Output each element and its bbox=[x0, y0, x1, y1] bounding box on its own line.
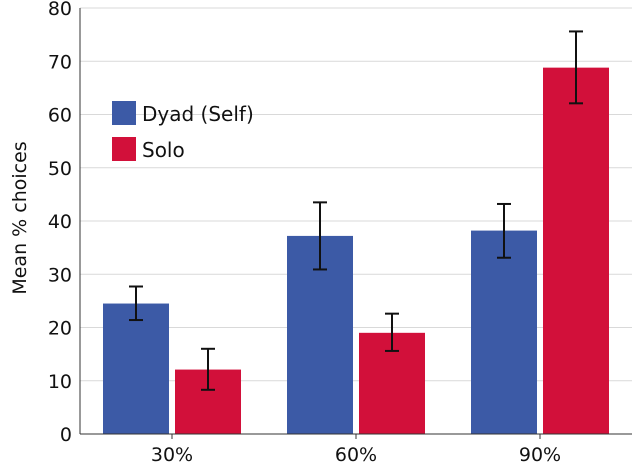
y-tick-label: 50 bbox=[48, 158, 72, 180]
y-tick-label: 20 bbox=[48, 318, 72, 340]
x-tick-label: 90% bbox=[519, 444, 561, 466]
bar bbox=[103, 303, 169, 434]
y-tick-label: 0 bbox=[60, 424, 72, 446]
y-tick-label: 10 bbox=[48, 371, 72, 393]
bars bbox=[103, 67, 609, 434]
y-tick-label: 40 bbox=[48, 211, 72, 233]
legend-label: Solo bbox=[142, 138, 185, 162]
y-tick-label: 60 bbox=[48, 105, 72, 127]
y-tick-label: 30 bbox=[48, 264, 72, 286]
legend: Dyad (Self) Solo bbox=[112, 101, 254, 162]
bar bbox=[471, 230, 537, 434]
legend-label: Dyad (Self) bbox=[142, 102, 254, 126]
bar bbox=[543, 67, 609, 434]
x-tick-label: 60% bbox=[335, 444, 377, 466]
y-axis-title: Mean % choices bbox=[9, 141, 31, 294]
x-tick-label: 30% bbox=[151, 444, 193, 466]
legend-swatch bbox=[112, 137, 136, 161]
legend-swatch bbox=[112, 101, 136, 125]
axes: 0 10 20 30 40 50 60 70 80 30% 60% 90% bbox=[48, 0, 632, 466]
y-tick-label: 70 bbox=[48, 51, 72, 73]
y-tick-label: 80 bbox=[48, 0, 72, 20]
error-bars bbox=[129, 30, 583, 391]
gridlines bbox=[80, 7, 632, 382]
